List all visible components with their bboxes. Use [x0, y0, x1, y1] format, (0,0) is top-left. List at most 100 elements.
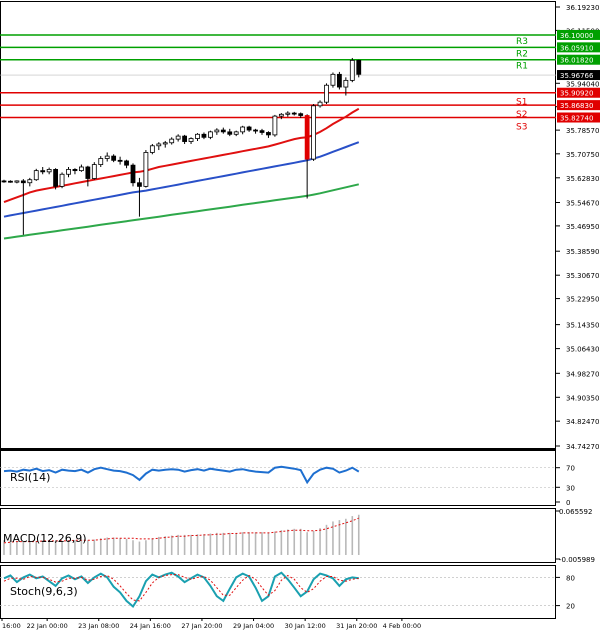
candle-body: [298, 113, 304, 116]
candle-body: [259, 130, 265, 133]
main-ytick-label: 34.98270: [566, 370, 599, 378]
x-label: 29 Jan 04:00: [233, 622, 274, 630]
level-name-r1: R1: [516, 62, 528, 72]
panel-frame-stoch: [0, 565, 556, 619]
candle-body: [124, 160, 129, 166]
stoch-k-line: [3, 571, 359, 609]
candle-body: [98, 158, 104, 165]
main-ytick-label: 35.06430: [566, 346, 599, 354]
candle-body: [53, 169, 58, 187]
candle-body: [143, 152, 149, 187]
candle-body: [311, 105, 317, 160]
candle-body: [8, 180, 13, 183]
candle-body: [66, 169, 71, 175]
candle-body: [253, 129, 258, 132]
candle-body: [207, 131, 213, 138]
candle-body: [324, 84, 329, 103]
candle-body: [182, 135, 188, 142]
x-label: 23 Jan 08:00: [78, 622, 119, 630]
level-name-s3: S3: [516, 123, 527, 133]
candle-body: [227, 131, 233, 135]
main-ytick-label: 35.22950: [566, 296, 599, 304]
indicator-layer: [0, 465, 556, 609]
level-price-box: [557, 54, 600, 65]
candle-body: [130, 164, 136, 184]
x-label: 24 Jan 16:00: [130, 622, 171, 630]
candle-body: [356, 59, 362, 75]
candle-body: [162, 142, 168, 145]
macd-label: MACD(12,26,9): [3, 532, 87, 545]
level-price-box: [557, 87, 600, 98]
panel-frame-main: [0, 1, 556, 449]
ma-blue-line: [3, 141, 360, 218]
main-ytick-label: 34.74270: [566, 443, 599, 451]
candle-body: [137, 182, 142, 187]
candle-body: [169, 138, 175, 144]
stoch-ytick-label: 80: [566, 574, 575, 582]
ma-green-line: [3, 183, 360, 240]
main-ytick-label: 35.62830: [566, 175, 599, 183]
candle-body: [156, 143, 162, 147]
candle-body: [240, 126, 246, 133]
x-label: 16:00: [2, 622, 21, 630]
x-label: 31 Jan 20:00: [336, 622, 377, 630]
main-ytick-label: 35.14350: [566, 322, 599, 330]
candle-body: [291, 112, 297, 115]
macd-signal-line: [3, 517, 359, 544]
level-price-label: 35.86830: [560, 102, 593, 110]
candle-body: [27, 179, 33, 184]
rsi-label: RSI(14): [10, 471, 50, 484]
candle-body: [201, 133, 207, 138]
candle-body: [285, 112, 291, 115]
level-price-label: 35.82740: [560, 115, 593, 123]
rsi-ytick-label: 30: [566, 484, 575, 492]
candle-body: [20, 180, 26, 184]
level-price-label: 36.05910: [560, 44, 593, 52]
candle-body: [104, 155, 110, 159]
candle-body: [33, 170, 39, 181]
panel-frame-rsi: [0, 450, 556, 506]
x-label: 27 Jan 20:00: [181, 622, 222, 630]
rsi-ytick-label: 70: [566, 465, 575, 473]
candle-body: [336, 73, 342, 88]
candle-body: [59, 173, 65, 187]
candle-body: [195, 133, 200, 139]
panel-frame-macd: [0, 508, 556, 563]
main-ytick-label: 35.94040: [566, 80, 599, 88]
main-ytick-label: 35.54670: [566, 200, 599, 208]
stoch-label: Stoch(9,6,3): [10, 585, 78, 598]
level-price-label: 36.01820: [560, 57, 593, 65]
level-name-s1: S1: [516, 98, 527, 108]
candle-body: [1, 180, 7, 183]
rsi-line: [3, 465, 360, 485]
candle-body: [278, 113, 284, 117]
candle-body: [266, 132, 271, 136]
candle-body: [343, 79, 349, 88]
level-name-r2: R2: [516, 49, 528, 59]
level-price-box: [557, 42, 600, 53]
x-label: 22 Jan 00:00: [27, 622, 68, 630]
main-ytick-label: 35.46950: [566, 223, 599, 231]
candle-body: [317, 101, 323, 107]
candle-body: [246, 126, 252, 131]
level-name-r3: R3: [516, 37, 528, 47]
level-price-box: [557, 29, 600, 40]
candle-body: [214, 129, 220, 133]
level-price-label: 36.10000: [560, 32, 593, 40]
candle-body: [220, 129, 226, 133]
main-ytick-label: 35.70750: [566, 151, 599, 159]
x-label: 30 Jan 12:00: [285, 622, 326, 630]
main-ytick-label: 35.38590: [566, 248, 599, 256]
current-price-label: 35.96766: [560, 72, 594, 80]
stoch-d-line: [3, 574, 359, 602]
candle-body: [111, 155, 117, 161]
candle-body: [91, 164, 97, 179]
main-ytick-label: 34.82470: [566, 418, 599, 426]
candle-body: [330, 73, 336, 86]
rsi-ytick-label: 0: [566, 499, 570, 507]
macd-ytick-label: 0.065592: [559, 508, 592, 516]
main-ytick-label: 35.30670: [566, 272, 599, 280]
level-name-s2: S2: [516, 110, 527, 120]
x-label: 4 Feb 00:00: [383, 622, 422, 630]
